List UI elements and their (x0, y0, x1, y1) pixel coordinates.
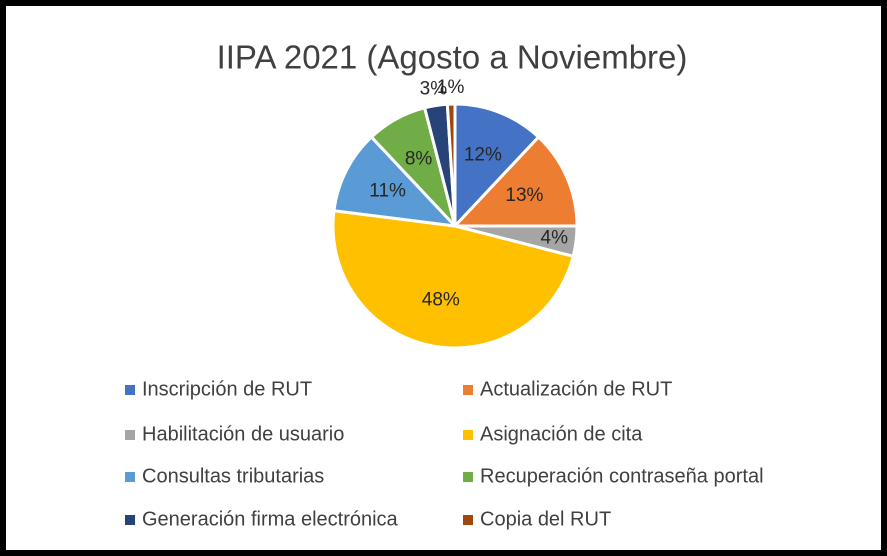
pie-slice (453, 102, 541, 230)
legend-label: Recuperación contraseña portal (480, 465, 764, 487)
legend-swatch (125, 430, 135, 440)
legend-label: Habilitación de usuario (142, 423, 344, 445)
legend-label: Asignación de cita (480, 423, 643, 445)
data-label: 4% (541, 228, 569, 249)
data-label: 13% (505, 185, 543, 206)
data-label: 12% (464, 145, 502, 166)
legend-swatch (463, 430, 473, 440)
legend-label: Inscripción de RUT (142, 378, 312, 400)
pie-slice (332, 134, 459, 229)
data-label: 1% (437, 77, 465, 98)
data-label: 8% (405, 149, 433, 170)
legend-label: Actualización de RUT (480, 378, 672, 400)
pie-slice (445, 102, 457, 227)
legend-swatch (463, 385, 473, 395)
pie-slice (451, 134, 579, 228)
legend-swatch (463, 472, 473, 482)
legend-swatch (125, 472, 135, 482)
data-label: 11% (369, 181, 406, 202)
legend-label: Copia del RUT (480, 508, 611, 530)
legend-swatch (463, 515, 473, 525)
data-label: 3% (420, 79, 448, 100)
legend-swatch (125, 515, 135, 525)
legend-label: Consultas tributarias (142, 465, 324, 487)
pie-slice (331, 209, 575, 350)
data-label: 48% (422, 289, 460, 310)
legend-label: Generación firma electrónica (142, 508, 399, 530)
legend-swatch (125, 385, 135, 395)
chart-title: IIPA 2021 (Agosto a Noviembre) (217, 39, 688, 76)
